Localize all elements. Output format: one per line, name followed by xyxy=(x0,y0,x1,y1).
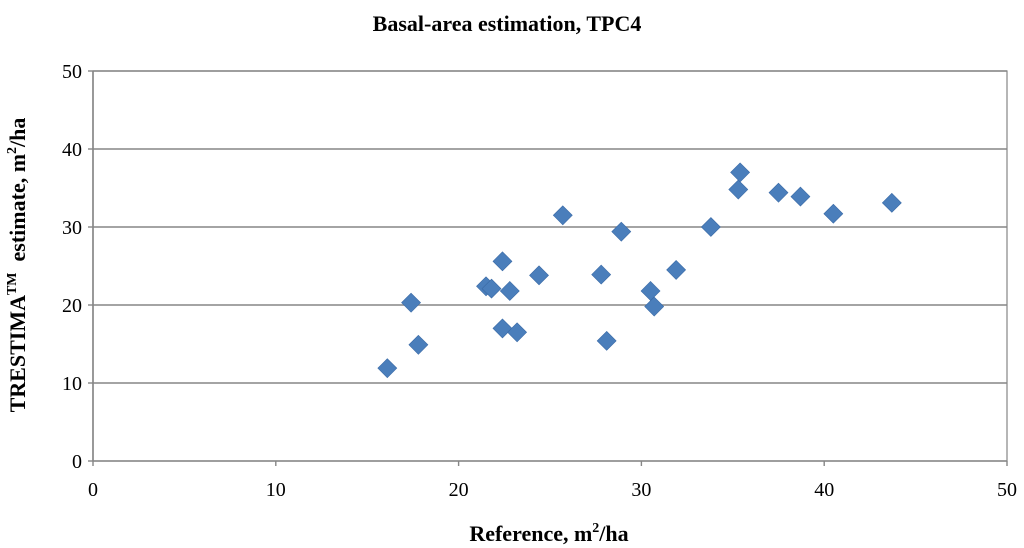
data-point-16 xyxy=(666,259,687,280)
data-point-2 xyxy=(408,334,429,355)
data-point-13 xyxy=(611,221,632,242)
y-tick-label-1: 10 xyxy=(62,373,82,395)
data-point-7 xyxy=(499,281,520,301)
data-point-8 xyxy=(507,322,528,343)
data-point-18 xyxy=(728,179,749,200)
data-point-12 xyxy=(596,330,617,351)
gridlines xyxy=(93,70,1007,384)
data-point-9 xyxy=(529,265,549,286)
x-axis-title-superscript: 2 xyxy=(592,521,599,536)
x-axis-title: Reference, m2/ha xyxy=(469,521,628,546)
y-axis-title-middle: estimate, m xyxy=(5,154,30,273)
x-tick-label-2: 20 xyxy=(449,479,469,501)
data-point-5 xyxy=(492,251,513,272)
data-point-15 xyxy=(644,296,665,317)
y-tick-label-4: 40 xyxy=(62,139,82,161)
y-axis-title-main: TRESTIMA xyxy=(5,295,30,412)
x-tick-label-0: 0 xyxy=(88,479,98,501)
y-axis-title-superscript: TM xyxy=(5,272,20,295)
y-axis-title-tail: /ha xyxy=(5,118,30,148)
x-axis-title-main: Reference, m xyxy=(469,521,592,546)
data-point-11 xyxy=(591,264,612,285)
data-point-23 xyxy=(881,192,902,213)
data-points xyxy=(377,162,902,379)
data-point-21 xyxy=(790,186,811,207)
axes xyxy=(88,70,1008,466)
data-point-20 xyxy=(768,182,789,203)
data-point-22 xyxy=(823,203,844,224)
y-axis-title: TRESTIMATM estimate, m2/ha xyxy=(5,118,30,413)
x-tick-label-1: 10 xyxy=(266,479,286,501)
chart-title: Basal-area estimation, TPC4 xyxy=(373,11,642,36)
y-tick-label-5: 50 xyxy=(62,61,82,83)
data-point-19 xyxy=(730,162,751,183)
data-point-0 xyxy=(377,358,398,379)
x-tick-label-3: 30 xyxy=(631,479,651,501)
y-axis-title-superscript-2: 2 xyxy=(5,147,20,154)
y-tick-labels: 0 10 20 30 40 50 xyxy=(62,61,82,473)
y-tick-label-0: 0 xyxy=(72,451,82,473)
data-point-1 xyxy=(401,292,421,313)
data-point-6 xyxy=(492,318,513,339)
data-point-4 xyxy=(481,278,502,299)
data-point-10 xyxy=(552,205,573,226)
y-tick-label-2: 20 xyxy=(62,295,82,317)
data-point-17 xyxy=(700,217,721,237)
x-tick-label-4: 40 xyxy=(814,479,834,501)
x-axis-title-tail: /ha xyxy=(598,521,628,546)
x-tick-label-5: 50 xyxy=(997,479,1017,501)
y-tick-label-3: 30 xyxy=(62,217,82,239)
data-point-14 xyxy=(640,281,661,301)
x-tick-labels: 0 10 20 30 40 50 xyxy=(88,479,1017,501)
plot-area-frame xyxy=(92,70,1008,462)
